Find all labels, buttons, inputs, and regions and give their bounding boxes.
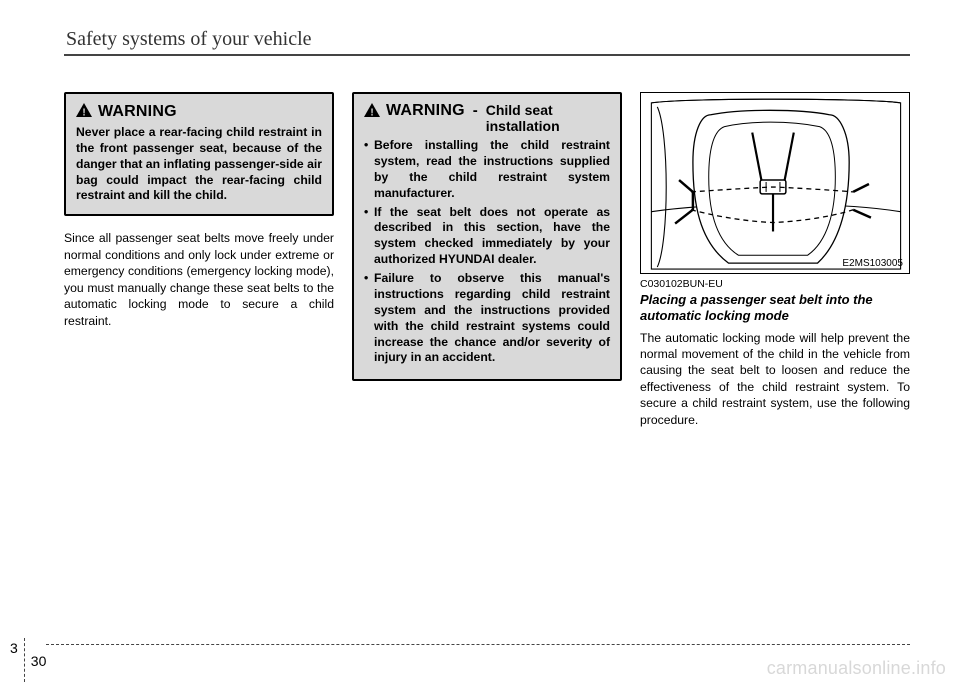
manual-page: Safety systems of your vehicle ! WARNING… (0, 0, 960, 428)
child-seat-illustration-svg (641, 93, 909, 273)
warning-body-text: Never place a rear-facing child restrain… (76, 125, 322, 204)
svg-text:!: ! (82, 107, 85, 117)
warning-header: ! WARNING - Child seat installation (364, 102, 610, 134)
page-footer: 3 30 (10, 644, 910, 645)
warning-subtitle-line1: Child seat (486, 102, 553, 118)
column-3: E2MS103005 C030102BUN-EU Placing a passe… (640, 92, 910, 428)
footer-rule (46, 644, 910, 645)
warning-icon: ! (364, 103, 380, 121)
body-paragraph: The automatic locking mode will help pre… (640, 330, 910, 429)
page-title: Safety systems of your vehicle (64, 28, 910, 54)
page-header: Safety systems of your vehicle (64, 28, 910, 56)
column-2: ! WARNING - Child seat installation Befo… (352, 92, 622, 428)
column-1: ! WARNING Never place a rear-facing chil… (64, 92, 334, 428)
warning-subtitle-line2: installation (486, 118, 610, 134)
warning-box: ! WARNING - Child seat installation Befo… (352, 92, 622, 381)
warning-label: WARNING (386, 102, 465, 120)
warning-label: WARNING (98, 103, 177, 121)
figure-illustration: E2MS103005 (640, 92, 910, 274)
watermark-text: carmanualsonline.info (767, 658, 946, 679)
warning-list: Before installing the child restraint sy… (364, 138, 610, 366)
warning-subtitle: Child seat installation (486, 102, 610, 134)
figure-code: C030102BUN-EU (640, 278, 910, 290)
figure-label: E2MS103005 (842, 258, 903, 269)
page-number: 30 (25, 651, 47, 669)
page-numbers: 3 30 (10, 638, 46, 682)
warning-list-item: If the seat belt does not operate as des… (364, 205, 610, 268)
chapter-number: 3 (10, 638, 25, 682)
warning-header: ! WARNING (76, 102, 322, 121)
content-columns: ! WARNING Never place a rear-facing chil… (64, 92, 910, 428)
figure-title: Placing a passenger seat belt into the a… (640, 292, 910, 325)
svg-text:!: ! (370, 107, 373, 117)
warning-box: ! WARNING Never place a rear-facing chil… (64, 92, 334, 216)
warning-icon: ! (76, 103, 92, 121)
header-rule (64, 54, 910, 56)
body-paragraph: Since all passenger seat belts move free… (64, 230, 334, 329)
warning-list-item: Failure to observe this manual's instruc… (364, 271, 610, 366)
warning-separator: - (471, 102, 480, 119)
warning-list-item: Before installing the child restraint sy… (364, 138, 610, 201)
